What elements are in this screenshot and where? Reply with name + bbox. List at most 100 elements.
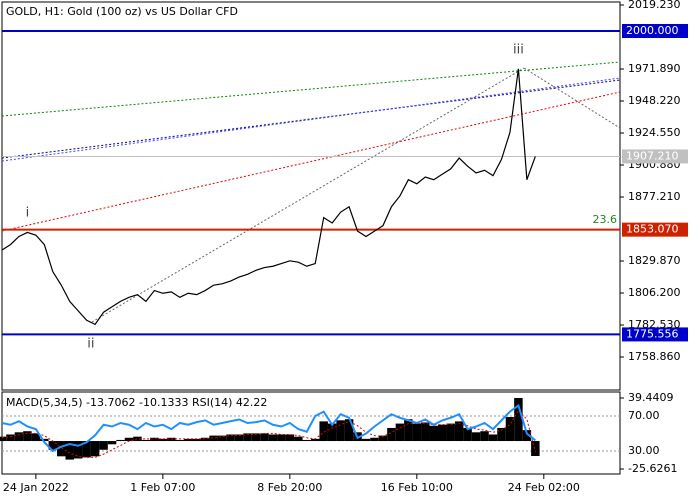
- macd-bar: [234, 434, 244, 442]
- macd-bar: [73, 441, 83, 459]
- macd-bar: [370, 437, 379, 442]
- level-label: 1853.070: [626, 223, 679, 236]
- level-label-box: [622, 327, 688, 342]
- macd-bar: [311, 438, 320, 442]
- trend-line: [1, 79, 621, 159]
- price-line: [1, 68, 536, 326]
- macd-bar: [14, 432, 24, 442]
- macd-bar: [23, 431, 32, 442]
- y-tick-label: 1829.870: [628, 254, 681, 267]
- x-tick-label: 1 Feb 07:00: [130, 481, 195, 494]
- macd-bar: [387, 427, 396, 442]
- trend-line: [1, 61, 621, 117]
- macd-bar: [514, 398, 523, 442]
- indicator-frame: [1, 391, 621, 475]
- level-label: 1907.210: [626, 149, 679, 162]
- macd-bar: [446, 423, 455, 442]
- macd-bar: [158, 438, 168, 442]
- level-label: 1775.556: [626, 327, 679, 340]
- y2-tick-label: 30.00: [628, 444, 660, 457]
- annotation: i: [26, 206, 30, 221]
- y-tick-label: -25.6261: [628, 462, 677, 475]
- chart-title: GOLD, H1: Gold (100 oz) vs US Dollar CFD: [6, 5, 238, 18]
- macd-bar: [268, 434, 278, 442]
- macd-bar: [463, 427, 472, 442]
- y-tick-label: 1877.210: [628, 190, 681, 203]
- main-frame: [1, 1, 621, 391]
- macd-bar: [302, 439, 311, 442]
- macd-bar: [251, 433, 261, 442]
- macd-bar: [226, 434, 235, 442]
- x-tick-label: 24 Feb 02:00: [508, 481, 580, 494]
- macd-bar: [217, 435, 227, 442]
- level-label-box: [622, 23, 688, 38]
- macd-bar: [57, 441, 66, 457]
- annotation: iii: [513, 43, 524, 58]
- level-label-box: [622, 222, 688, 237]
- x-tick-label: 8 Feb 20:00: [257, 481, 322, 494]
- annotation: ii: [87, 337, 94, 352]
- macd-bar: [437, 424, 447, 442]
- macd-bar: [294, 436, 303, 442]
- y-tick-label: 1924.550: [628, 126, 681, 139]
- macd-bar: [429, 425, 438, 442]
- macd-bar: [471, 432, 481, 442]
- macd-bar: [505, 417, 515, 442]
- x-tick-label: 16 Feb 10:00: [381, 481, 453, 494]
- y-tick-label: 1948.220: [628, 94, 681, 107]
- trend-line: [523, 67, 621, 129]
- macd-bar: [40, 438, 49, 442]
- macd-bar: [488, 434, 498, 442]
- y-tick-label: 1758.860: [628, 350, 681, 363]
- macd-bar: [404, 419, 413, 442]
- macd-bar: [412, 423, 422, 442]
- trend-line: [1, 77, 621, 162]
- macd-bar: [209, 435, 218, 442]
- macd-bar: [327, 423, 337, 442]
- macd-bar: [90, 441, 100, 457]
- macd-bar: [480, 431, 489, 442]
- trend-line: [91, 67, 525, 323]
- macd-bar: [319, 421, 328, 442]
- macd-bar: [454, 421, 464, 442]
- rsi-line: [1, 403, 536, 453]
- macd-bar: [277, 434, 286, 442]
- y-tick-label: 1971.890: [628, 62, 681, 75]
- macd-bar: [285, 434, 295, 442]
- macd-bar: [200, 437, 210, 442]
- macd-bar: [395, 423, 405, 442]
- macd-bar: [184, 438, 193, 442]
- macd-bar: [167, 437, 176, 442]
- level-label-box: [622, 149, 688, 164]
- y-tick-label: 39.4409: [628, 391, 674, 404]
- macd-bar: [175, 439, 185, 442]
- x-tick-label: 24 Jan 2022: [3, 481, 69, 494]
- macd-bar: [0, 436, 7, 442]
- signal-line: [1, 409, 536, 458]
- macd-bar: [31, 433, 41, 442]
- y-tick-label: 2019.230: [628, 0, 681, 11]
- macd-bar: [48, 441, 58, 450]
- macd-bar: [6, 434, 15, 442]
- macd-bar: [336, 420, 345, 442]
- macd-bar: [65, 441, 74, 460]
- macd-bar: [361, 438, 371, 442]
- macd-bar: [150, 437, 159, 442]
- annotation: 23.6: [593, 213, 618, 226]
- macd-bar: [243, 433, 252, 442]
- macd-bar: [133, 436, 142, 442]
- macd-bar: [124, 437, 134, 442]
- macd-bar: [99, 441, 108, 450]
- y2-tick-label: 70.00: [628, 409, 660, 422]
- macd-bar: [522, 430, 532, 442]
- trend-line: [1, 91, 621, 232]
- macd-bar: [378, 435, 388, 442]
- macd-bar: [107, 441, 117, 445]
- macd-bar: [531, 441, 540, 456]
- macd-bar: [192, 438, 201, 442]
- macd-bar: [421, 422, 430, 442]
- indicator-label: MACD(5,34,5) -13.7062 -10.1333 RSI(14) 4…: [6, 396, 267, 409]
- macd-bar: [116, 439, 125, 442]
- macd-bar: [497, 427, 506, 442]
